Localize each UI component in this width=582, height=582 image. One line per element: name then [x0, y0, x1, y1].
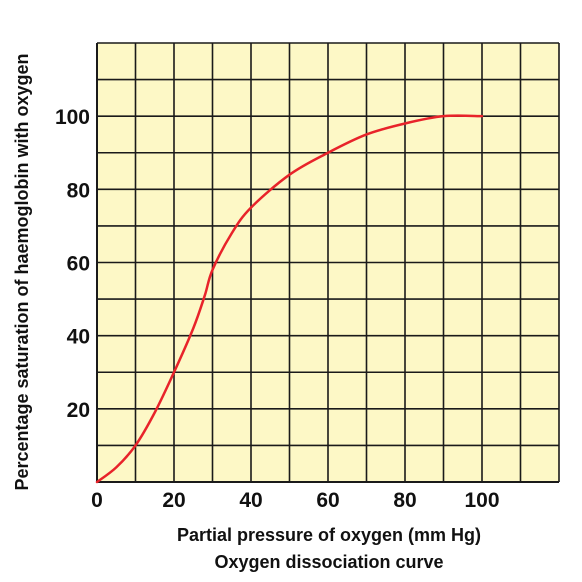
- saturation-curve-line: [95, 114, 484, 484]
- y-axis-tick-labels: 20 40 60 80 100: [55, 106, 90, 422]
- y-tick-label: 60: [67, 253, 90, 276]
- x-tick-label: 60: [316, 489, 339, 512]
- x-tick-label: 0: [91, 489, 103, 512]
- y-tick-label: 80: [67, 179, 90, 202]
- x-tick-label: 100: [464, 489, 499, 512]
- x-tick-label: 20: [162, 489, 185, 512]
- x-tick-label: 80: [393, 489, 416, 512]
- y-tick-label: 100: [55, 106, 90, 129]
- x-tick-label: 40: [239, 489, 262, 512]
- x-axis-label: Partial pressure of oxygen (mm Hg): [177, 525, 481, 545]
- x-axis-tick-labels: 0 20 40 60 80 100: [91, 489, 499, 512]
- y-tick-label: 40: [67, 326, 90, 349]
- y-tick-label: 20: [67, 399, 90, 422]
- chart-caption: Oxygen dissociation curve: [214, 552, 443, 572]
- y-axis-label: Percentage saturation of haemoglobin wit…: [12, 53, 32, 490]
- grid-lines: [96, 42, 560, 483]
